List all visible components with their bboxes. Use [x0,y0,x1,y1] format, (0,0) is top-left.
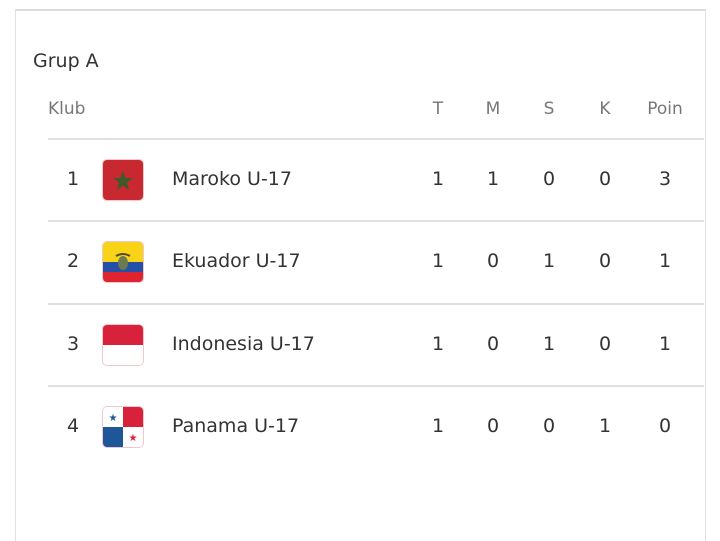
stat-lost: 0 [598,168,612,190]
club-name[interactable]: Panama U-17 [172,415,300,437]
table-row[interactable]: 1 Maroko U-17 1 1 0 0 3 [0,140,720,222]
stat-played: 1 [431,250,445,272]
stat-lost: 0 [598,333,612,355]
stat-won: 1 [486,168,500,190]
stat-lost: 0 [598,250,612,272]
stat-draw: 0 [542,415,556,437]
header-club: Klub [48,99,86,119]
table-row[interactable]: 3 Indonesia U-17 1 0 1 0 1 [0,305,720,387]
stat-points: 1 [658,250,672,272]
svg-text:★: ★ [129,433,138,444]
club-name[interactable]: Ekuador U-17 [172,250,301,272]
indonesia-flag-icon [103,325,143,365]
divider [48,138,704,140]
standings-card [15,9,706,541]
stat-draw: 0 [542,168,556,190]
stat-played: 1 [431,415,445,437]
stat-played: 1 [431,168,445,190]
stat-played: 1 [431,333,445,355]
header-played: T [432,99,444,119]
club-name[interactable]: Maroko U-17 [172,168,292,190]
club-name[interactable]: Indonesia U-17 [172,333,315,355]
table-row[interactable]: 4 ★ ★ Panama U-17 1 0 0 1 0 [0,387,720,469]
stat-points: 0 [658,415,672,437]
table-row[interactable]: 2 Ekuador U-17 1 0 1 0 1 [0,222,720,304]
stat-draw: 1 [542,250,556,272]
header-lost: K [599,99,611,119]
divider [48,385,704,387]
stat-won: 0 [486,333,500,355]
rank: 2 [66,250,80,272]
ecuador-flag-icon [103,242,143,282]
rank: 3 [66,333,80,355]
svg-text:★: ★ [109,413,118,424]
panama-flag-icon: ★ ★ [103,407,143,447]
rank: 1 [66,168,80,190]
morocco-flag-icon [103,160,143,200]
stat-won: 0 [486,250,500,272]
header-points: Poin [647,99,683,119]
header-won: M [485,99,501,119]
stat-points: 1 [658,333,672,355]
group-title: Grup A [33,50,99,72]
divider [48,303,704,305]
stat-draw: 1 [542,333,556,355]
stat-points: 3 [658,168,672,190]
header-draw: S [543,99,555,119]
stat-lost: 1 [598,415,612,437]
stat-won: 0 [486,415,500,437]
divider [48,220,704,222]
rank: 4 [66,415,80,437]
